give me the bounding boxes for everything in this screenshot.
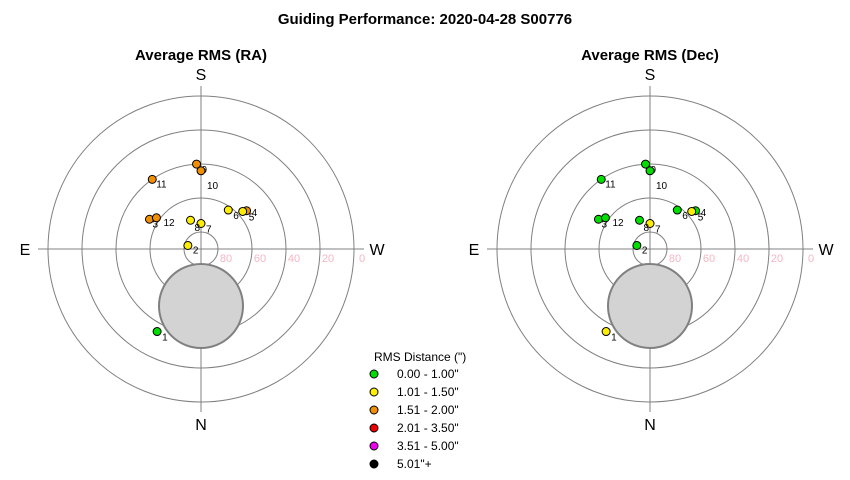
legend-swatch-3 xyxy=(369,423,379,433)
data-point-5 xyxy=(687,206,697,216)
data-point-11 xyxy=(147,174,157,184)
point-label-5: 5 xyxy=(249,212,255,223)
ring-label: 80 xyxy=(220,253,232,265)
point-label-11: 11 xyxy=(605,179,616,190)
point-label-11: 11 xyxy=(156,179,167,190)
data-point-10 xyxy=(196,166,206,176)
figure-title: Guiding Performance: 2020-04-28 S00776 xyxy=(278,11,572,28)
ring-label: 20 xyxy=(771,253,783,265)
legend-swatch-5 xyxy=(369,459,379,469)
panel-ra: Average RMS (RA)SNEW80604020012312456789… xyxy=(20,47,386,434)
compass-east: E xyxy=(20,242,31,259)
data-point-6 xyxy=(223,205,233,215)
ring-label: 40 xyxy=(737,253,749,265)
data-point-7 xyxy=(196,219,206,228)
legend-swatch-4 xyxy=(369,441,379,451)
legend-item-1: 1.01 - 1.50" xyxy=(397,385,459,399)
point-label-6: 6 xyxy=(682,211,688,222)
moon-disk xyxy=(158,263,244,349)
legend-item-2: 1.51 - 2.00" xyxy=(397,403,459,417)
compass-south: S xyxy=(196,67,207,84)
ring-label: 0 xyxy=(808,253,814,265)
compass-west: W xyxy=(369,242,385,259)
point-label-12: 12 xyxy=(163,218,175,229)
data-point-6 xyxy=(672,205,682,215)
compass-south: S xyxy=(645,67,656,84)
data-point-8 xyxy=(186,215,196,225)
ring-label: 40 xyxy=(288,253,300,265)
ring-label: 60 xyxy=(254,253,266,265)
legend-swatch-1 xyxy=(369,387,379,397)
compass-east: E xyxy=(469,242,480,259)
legend-item-5: 5.01"+ xyxy=(397,457,432,471)
legend-item-3: 2.01 - 3.50" xyxy=(397,421,459,435)
point-label-2: 2 xyxy=(193,245,199,256)
ring-label: 20 xyxy=(322,253,334,265)
point-label-7: 7 xyxy=(206,225,212,236)
point-label-12: 12 xyxy=(612,218,624,229)
point-label-5: 5 xyxy=(698,212,704,223)
point-label-1: 1 xyxy=(162,333,168,344)
legend-swatch-2 xyxy=(369,405,379,415)
data-point-5 xyxy=(238,206,248,216)
data-point-2 xyxy=(632,240,642,250)
point-label-3: 3 xyxy=(152,219,158,230)
panel-title: Average RMS (Dec) xyxy=(581,47,719,64)
point-label-2: 2 xyxy=(642,245,648,256)
data-point-9 xyxy=(641,159,651,169)
data-point-9 xyxy=(192,159,202,169)
data-point-11 xyxy=(596,174,606,184)
compass-north: N xyxy=(195,417,207,434)
legend-title: RMS Distance (") xyxy=(374,350,466,364)
point-label-6: 6 xyxy=(233,211,239,222)
ring-label: 60 xyxy=(703,253,715,265)
data-point-1 xyxy=(601,327,611,337)
point-label-8: 8 xyxy=(644,223,650,234)
point-label-10: 10 xyxy=(656,181,668,192)
point-label-10: 10 xyxy=(207,181,219,192)
point-label-8: 8 xyxy=(195,223,201,234)
moon-disk xyxy=(607,263,693,349)
data-point-2 xyxy=(183,240,193,250)
data-point-8 xyxy=(635,215,645,225)
legend: RMS Distance (") 0.00 - 1.00" 1.01 - 1.50… xyxy=(369,350,466,471)
ring-label: 0 xyxy=(359,253,365,265)
data-point-7 xyxy=(645,219,655,228)
point-label-3: 3 xyxy=(601,219,607,230)
point-label-4: 4 xyxy=(701,208,707,219)
data-point-12 xyxy=(600,213,610,223)
compass-north: N xyxy=(644,417,656,434)
ring-label: 80 xyxy=(669,253,681,265)
point-label-7: 7 xyxy=(655,225,661,236)
panel-title: Average RMS (RA) xyxy=(135,47,267,64)
point-label-1: 1 xyxy=(611,333,617,344)
data-point-10 xyxy=(645,166,655,176)
data-point-1 xyxy=(152,327,162,337)
point-label-4: 4 xyxy=(252,208,258,219)
legend-swatch-0 xyxy=(369,369,379,379)
compass-west: W xyxy=(818,242,834,259)
legend-item-4: 3.51 - 5.00" xyxy=(397,439,459,453)
legend-item-0: 0.00 - 1.00" xyxy=(397,367,459,381)
data-point-12 xyxy=(151,213,161,223)
